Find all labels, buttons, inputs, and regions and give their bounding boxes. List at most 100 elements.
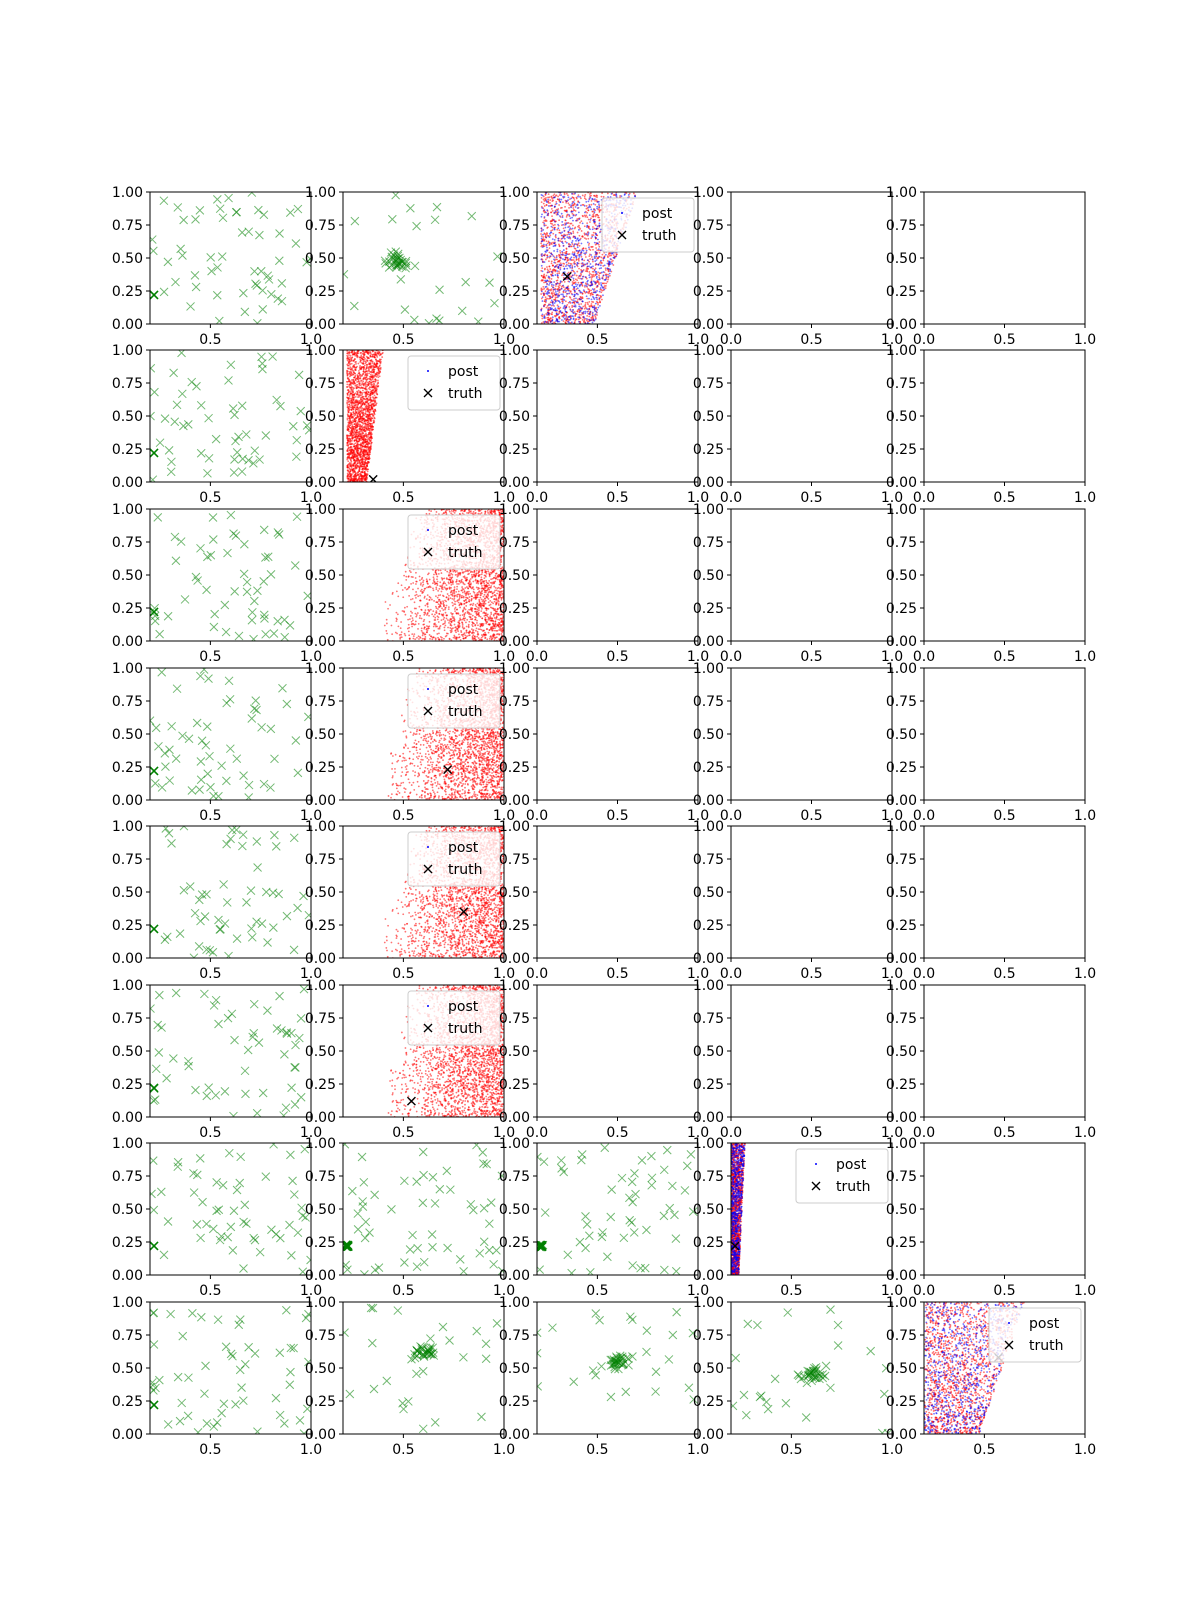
- posterior-sample: [582, 264, 585, 267]
- prior-point: [393, 261, 403, 270]
- posterior-sample: [564, 288, 566, 291]
- prior-point-stroke-b: [380, 256, 390, 266]
- posterior-sample: [562, 223, 565, 226]
- posterior-sample: [543, 209, 546, 212]
- posterior-sample: [558, 204, 561, 206]
- posterior-sample: [565, 315, 568, 318]
- posterior-sample: [549, 317, 552, 319]
- posterior-sample: [361, 463, 364, 466]
- posterior-sample: [353, 445, 356, 448]
- posterior-sample: [557, 211, 560, 214]
- posterior-sample: [551, 274, 554, 277]
- posterior-sample: [595, 270, 598, 273]
- posterior-sample: [571, 210, 574, 213]
- posterior-sample: [359, 358, 362, 361]
- posterior-sample: [346, 437, 349, 440]
- prior-point-stroke-b: [409, 315, 419, 324]
- posterior-sample: [356, 425, 359, 428]
- prior-point: [218, 213, 228, 223]
- posterior-sample: [567, 264, 570, 267]
- posterior-sample: [575, 301, 578, 304]
- posterior-sample: [578, 226, 581, 229]
- posterior-sample: [586, 259, 589, 262]
- prior-point-stroke-b: [160, 414, 170, 423]
- posterior-sample: [583, 307, 586, 310]
- posterior-sample: [544, 303, 546, 306]
- posterior-sample: [557, 293, 560, 296]
- posterior-sample: [351, 356, 353, 359]
- legend-post-marker: [621, 212, 623, 214]
- prior-point-stroke-b: [237, 228, 247, 237]
- x-tick-label: 0.5: [199, 490, 221, 506]
- posterior-sample: [588, 274, 591, 277]
- prior-point: [191, 215, 200, 224]
- posterior-sample: [590, 203, 593, 206]
- prior-point: [150, 246, 158, 256]
- posterior-sample: [354, 420, 357, 423]
- posterior-sample: [363, 376, 366, 379]
- posterior-sample: [568, 229, 571, 231]
- posterior-sample: [612, 264, 615, 266]
- posterior-sample: [350, 466, 353, 469]
- posterior-sample: [552, 264, 554, 267]
- prior-point: [252, 281, 262, 290]
- posterior-sample: [367, 457, 370, 460]
- posterior-sample: [582, 215, 584, 218]
- y-tick-label: 0.00: [499, 317, 530, 333]
- posterior-sample: [361, 459, 364, 461]
- posterior-sample: [346, 413, 349, 416]
- posterior-sample: [598, 262, 601, 264]
- posterior-sample: [354, 374, 357, 377]
- posterior-sample: [552, 309, 555, 311]
- prior-point-stroke-b: [177, 389, 187, 399]
- posterior-sample: [560, 298, 563, 301]
- posterior-sample: [373, 356, 376, 358]
- posterior-sample: [346, 357, 349, 360]
- posterior-sample: [586, 268, 589, 270]
- posterior-sample: [547, 240, 550, 243]
- prior-point: [170, 417, 180, 427]
- posterior-sample: [565, 250, 568, 253]
- posterior-sample: [358, 382, 360, 384]
- posterior-sample: [375, 354, 378, 357]
- posterior-sample: [550, 304, 553, 307]
- posterior-sample: [573, 302, 576, 305]
- posterior-sample: [587, 237, 590, 240]
- posterior-sample: [594, 274, 597, 277]
- prior-point: [461, 277, 471, 287]
- posterior-sample: [600, 283, 603, 286]
- posterior-sample: [356, 455, 359, 457]
- posterior-sample: [540, 196, 543, 199]
- posterior-sample: [571, 266, 574, 269]
- posterior-sample: [606, 262, 609, 265]
- posterior-sample: [569, 266, 572, 269]
- posterior-sample: [362, 413, 365, 416]
- posterior-sample: [562, 286, 565, 289]
- posterior-sample: [563, 209, 566, 212]
- posterior-sample: [588, 305, 591, 308]
- posterior-sample: [378, 351, 381, 353]
- posterior-sample: [557, 267, 560, 269]
- posterior-sample: [361, 412, 364, 414]
- posterior-sample: [624, 193, 626, 195]
- posterior-sample: [356, 422, 359, 424]
- posterior-sample: [358, 395, 360, 398]
- posterior-sample: [548, 312, 551, 315]
- posterior-sample: [593, 319, 596, 322]
- posterior-sample: [373, 375, 376, 378]
- posterior-sample: [584, 310, 587, 313]
- posterior-sample: [587, 209, 590, 212]
- posterior-sample: [592, 293, 594, 296]
- prior-point-stroke-b: [275, 229, 284, 238]
- prior-point-stroke-b: [195, 206, 205, 215]
- prior-point: [273, 294, 283, 303]
- posterior-sample: [595, 227, 598, 230]
- prior-point: [160, 414, 170, 423]
- posterior-sample: [369, 383, 372, 385]
- posterior-sample: [373, 411, 376, 414]
- posterior-sample: [598, 251, 601, 254]
- posterior-sample: [586, 269, 589, 272]
- posterior-sample: [594, 224, 597, 227]
- posterior-sample: [594, 291, 596, 294]
- posterior-sample: [371, 400, 373, 403]
